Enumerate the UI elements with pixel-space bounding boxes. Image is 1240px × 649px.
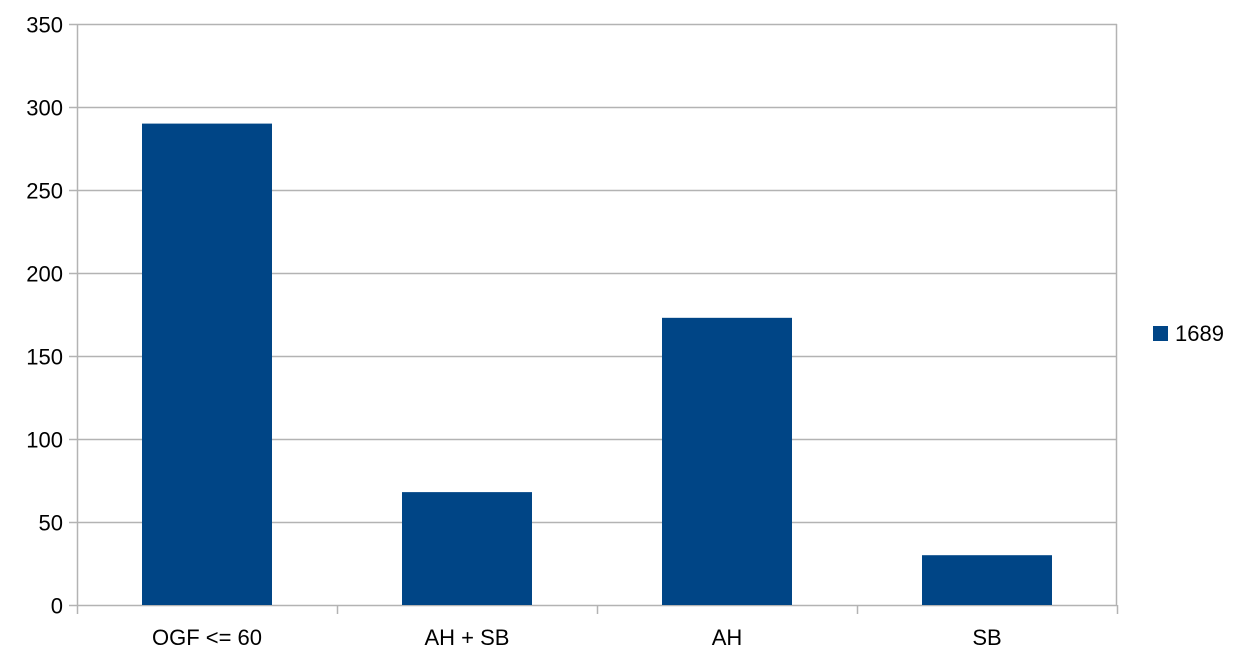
- y-tick-label: 50: [39, 511, 63, 536]
- legend-swatch: [1153, 326, 1168, 341]
- bar: [402, 492, 532, 605]
- bar: [922, 555, 1052, 605]
- bar: [142, 123, 272, 605]
- y-tick-label: 200: [26, 262, 63, 287]
- axes: [69, 23, 1119, 614]
- y-tick-label: 350: [26, 13, 63, 38]
- x-tick-label: SB: [972, 625, 1001, 649]
- y-axis-tick-labels: 0 50 100 150 200 250 300 350: [26, 13, 63, 619]
- x-tick-label: OGF <= 60: [152, 625, 262, 649]
- y-tick-label: 250: [26, 179, 63, 204]
- x-tick-label: AH: [712, 625, 743, 649]
- bars: [142, 123, 1052, 605]
- y-tick-label: 150: [26, 345, 63, 370]
- bar: [662, 317, 792, 605]
- y-tick-label: 0: [51, 594, 63, 619]
- x-axis-tick-labels: OGF <= 60 AH + SB AH SB: [152, 625, 1002, 649]
- y-tick-label: 300: [26, 96, 63, 121]
- legend: 1689: [1153, 321, 1224, 346]
- legend-label: 1689: [1175, 321, 1224, 346]
- y-tick-label: 100: [26, 428, 63, 453]
- x-tick-label: AH + SB: [425, 625, 510, 649]
